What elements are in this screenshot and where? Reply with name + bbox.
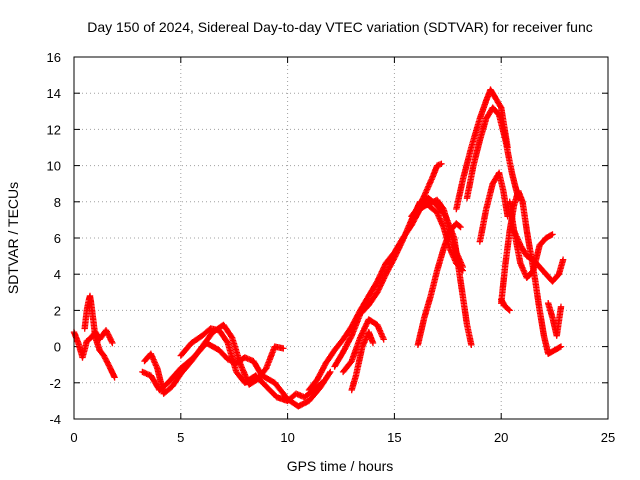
x-tick-label: 10 xyxy=(280,430,294,445)
y-tick-label: -2 xyxy=(49,376,61,391)
series-sat-o xyxy=(476,169,511,245)
series-sat-h xyxy=(339,316,387,376)
y-axis-label: SDTVAR / TECUs xyxy=(5,182,21,294)
x-tick-label: 5 xyxy=(177,430,184,445)
x-tick-label: 20 xyxy=(494,430,508,445)
y-tick-label: 10 xyxy=(47,159,61,174)
series-sat-t xyxy=(545,300,565,339)
y-tick-label: 16 xyxy=(47,50,61,65)
series-sat-e xyxy=(177,325,325,405)
y-tick-label: -4 xyxy=(49,412,61,427)
y-tick-label: 4 xyxy=(54,267,61,282)
chart-title: Day 150 of 2024, Sidereal Day-to-day VTE… xyxy=(87,19,593,35)
series-sat-b xyxy=(81,292,118,381)
axis-ticks: 0 5 10 15 20 25 -4 -2 0 2 4 6 8 10 12 14 16 xyxy=(47,50,616,445)
plot-frame xyxy=(73,56,609,420)
y-tick-label: 14 xyxy=(47,86,61,101)
y-tick-label: 2 xyxy=(54,303,61,318)
y-tick-label: 0 xyxy=(54,340,61,355)
data-marks xyxy=(70,86,567,410)
series-sat-n xyxy=(463,104,522,202)
series-sat-i xyxy=(348,328,377,394)
y-tick-label: 12 xyxy=(47,122,61,137)
series-sat-l xyxy=(414,220,464,348)
y-tick-label: 6 xyxy=(54,231,61,246)
series-sat-g xyxy=(331,198,466,370)
x-tick-label: 0 xyxy=(70,430,77,445)
x-tick-label: 25 xyxy=(601,430,615,445)
x-tick-label: 15 xyxy=(387,430,401,445)
series-sat-s xyxy=(498,296,513,314)
y-tick-label: 8 xyxy=(54,195,61,210)
series-sat-r xyxy=(510,227,556,281)
x-axis-label: GPS time / hours xyxy=(287,458,394,474)
series-sat-m xyxy=(453,86,511,213)
